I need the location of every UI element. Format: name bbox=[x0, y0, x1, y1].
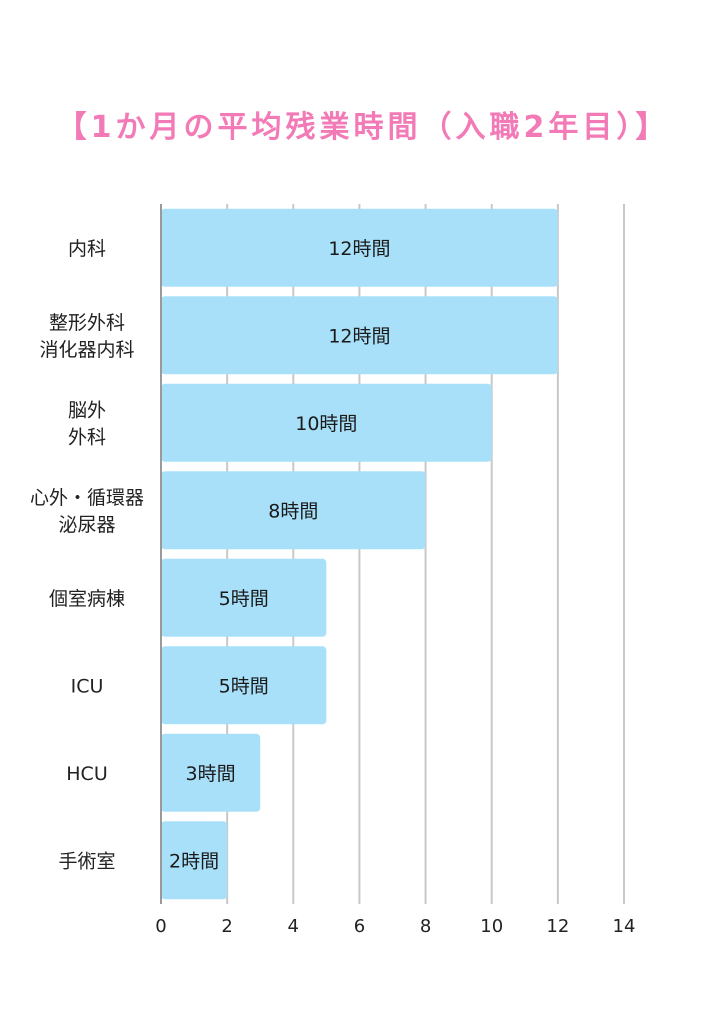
bar-data-label-7: 3時間 bbox=[186, 763, 236, 785]
x-tick-label-12: 12 bbox=[546, 916, 569, 937]
bar-5 bbox=[161, 558, 327, 637]
category-label-6: ICU bbox=[71, 675, 104, 697]
bar-1 bbox=[161, 208, 558, 287]
bar-4 bbox=[161, 471, 426, 550]
bar-layer bbox=[161, 208, 558, 900]
bar-7 bbox=[161, 733, 261, 812]
bar-data-label-8: 2時間 bbox=[169, 850, 219, 872]
bar-data-label-4: 8時間 bbox=[268, 500, 318, 522]
bar-6 bbox=[161, 646, 327, 725]
category-label-2-line-1: 整形外科 bbox=[49, 312, 125, 334]
category-label-1: 内科 bbox=[68, 238, 106, 260]
category-label-4-line-1: 心外・循環器 bbox=[30, 487, 144, 509]
category-label-7: HCU bbox=[66, 763, 107, 785]
category-label-3-line-1: 脳外 bbox=[68, 399, 106, 421]
bar-data-label-5: 5時間 bbox=[219, 588, 269, 610]
category-label-2-line-2: 消化器内科 bbox=[39, 339, 134, 361]
bar-2 bbox=[161, 296, 558, 375]
category-label-5: 個室病棟 bbox=[49, 588, 125, 610]
bar-3 bbox=[161, 383, 492, 462]
x-tick-label-2: 2 bbox=[221, 916, 232, 937]
category-label-8: 手術室 bbox=[58, 850, 115, 872]
category-label-3-line-2: 外科 bbox=[68, 426, 106, 448]
category-label-4-line-2: 泌尿器 bbox=[58, 514, 115, 536]
chart-title: 【1か月の平均残業時間（入職2年目）】 bbox=[56, 110, 670, 145]
x-tick-label-14: 14 bbox=[613, 916, 636, 937]
x-tick-label-8: 8 bbox=[420, 916, 431, 937]
bar-8 bbox=[161, 821, 228, 900]
bar-data-label-6: 5時間 bbox=[219, 675, 269, 697]
x-tick-label-4: 4 bbox=[288, 916, 299, 937]
x-tick-label-0: 0 bbox=[155, 916, 166, 937]
x-tick-label-6: 6 bbox=[354, 916, 365, 937]
label-layer: 0 2 4 6 8 10 12 1412時間内科12時間整形外科消化器内科10時間脳外外科8時… bbox=[30, 238, 635, 937]
bar-data-label-2: 12時間 bbox=[328, 325, 390, 347]
bar-data-label-3: 10時間 bbox=[295, 413, 357, 435]
bar-data-label-1: 12時間 bbox=[328, 238, 390, 260]
x-tick-label-10: 10 bbox=[480, 916, 503, 937]
